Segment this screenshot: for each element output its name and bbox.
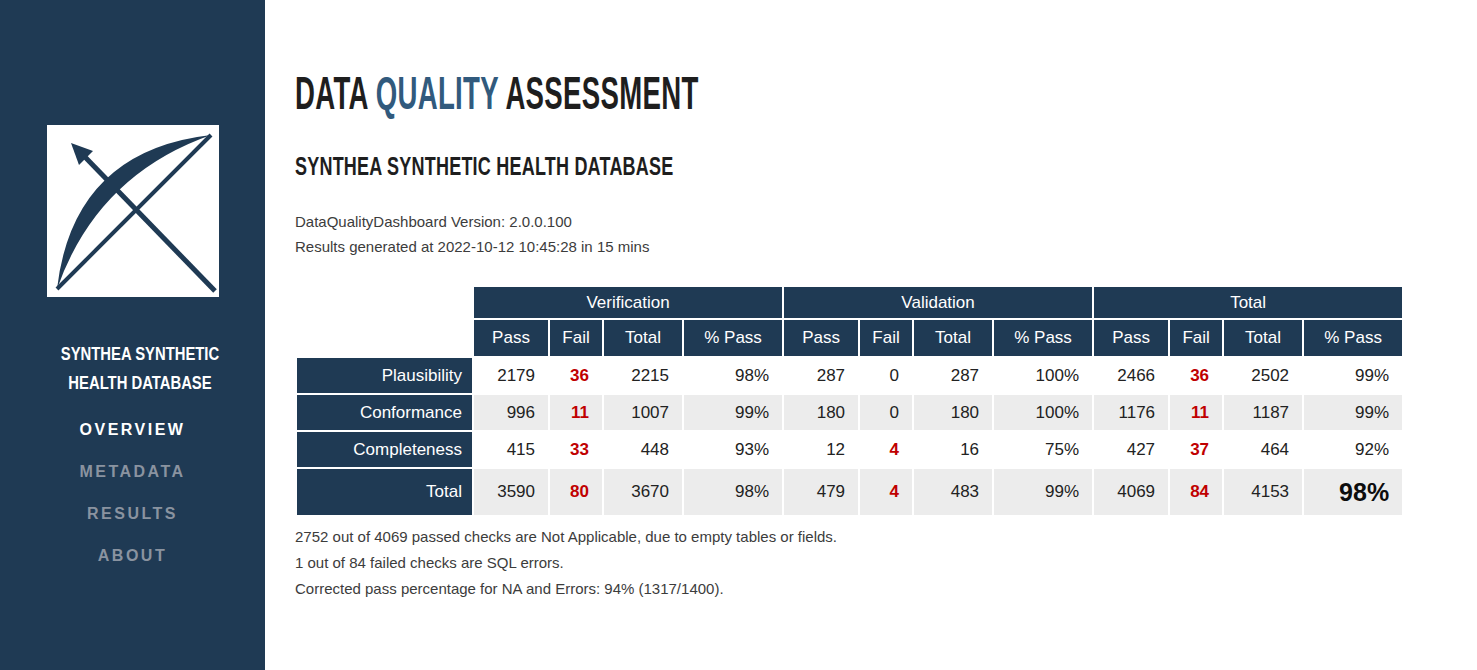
table-cell: 1176 xyxy=(1094,395,1168,430)
col-header-pass: Pass xyxy=(1094,320,1168,356)
table-cell: 98% xyxy=(684,358,782,393)
col-header-fail: Fail xyxy=(1170,320,1222,356)
sidebar: SYNTHEA SYNTHETIC HEALTH DATABASE OVERVI… xyxy=(0,0,265,670)
sidebar-database-title: SYNTHEA SYNTHETIC HEALTH DATABASE xyxy=(31,339,249,397)
table-cell: 415 xyxy=(474,432,548,467)
sub-header-row: Pass Fail Total % Pass Pass Fail Total %… xyxy=(297,320,1402,356)
sidebar-item-metadata[interactable]: METADATA xyxy=(0,463,265,481)
table-cell: 4 xyxy=(860,469,912,515)
col-header-total: Total xyxy=(1224,320,1302,356)
col-header-pct-pass: % Pass xyxy=(994,320,1092,356)
group-header-validation: Validation xyxy=(784,287,1092,318)
note-not-applicable: 2752 out of 4069 passed checks are Not A… xyxy=(295,524,1477,550)
col-header-pct-pass: % Pass xyxy=(1304,320,1402,356)
col-header-fail: Fail xyxy=(550,320,602,356)
table-cell: 180 xyxy=(914,395,992,430)
col-header-pass: Pass xyxy=(474,320,548,356)
col-header-total: Total xyxy=(604,320,682,356)
table-cell: 3670 xyxy=(604,469,682,515)
table-cell: 99% xyxy=(1304,395,1402,430)
group-header-total: Total xyxy=(1094,287,1402,318)
table-cell: 448 xyxy=(604,432,682,467)
version-block: DataQualityDashboard Version: 2.0.0.100 … xyxy=(295,209,1477,259)
table-cell: 75% xyxy=(994,432,1092,467)
table-row-plausibility: Plausibility 2179 36 2215 98% 287 0 287 … xyxy=(297,358,1402,393)
table-cell: 100% xyxy=(994,358,1092,393)
group-header-row: Verification Validation Total xyxy=(297,287,1402,318)
table-cell: 100% xyxy=(994,395,1092,430)
table-cell: 16 xyxy=(914,432,992,467)
table-cell: 479 xyxy=(784,469,858,515)
sidebar-item-results[interactable]: RESULTS xyxy=(0,505,265,523)
col-header-pass: Pass xyxy=(784,320,858,356)
table-cell: 11 xyxy=(550,395,602,430)
title-accent: QUALITY xyxy=(376,67,499,119)
table-cell: 84 xyxy=(1170,469,1222,515)
row-label: Conformance xyxy=(297,395,472,430)
table-cell: 99% xyxy=(994,469,1092,515)
table-cell: 0 xyxy=(860,395,912,430)
title-pre: DATA xyxy=(295,67,376,119)
note-sql-errors: 1 out of 84 failed checks are SQL errors… xyxy=(295,550,1477,576)
table-cell: 464 xyxy=(1224,432,1302,467)
footnotes: 2752 out of 4069 passed checks are Not A… xyxy=(295,524,1477,602)
table-cell: 180 xyxy=(784,395,858,430)
dqd-logo xyxy=(47,125,219,297)
bow-arrow-logo-icon xyxy=(47,125,219,297)
corner-cell xyxy=(297,287,472,318)
table-cell: 483 xyxy=(914,469,992,515)
sidebar-item-about[interactable]: ABOUT xyxy=(0,547,265,565)
table-row-total: Total 3590 80 3670 98% 479 4 483 99% 406… xyxy=(297,469,1402,515)
main-content: DATA QUALITY ASSESSMENT SYNTHEA SYNTHETI… xyxy=(265,0,1477,670)
table-cell: 1007 xyxy=(604,395,682,430)
table-cell: 2215 xyxy=(604,358,682,393)
table-cell: 2466 xyxy=(1094,358,1168,393)
table-cell: 93% xyxy=(684,432,782,467)
table-row-completeness: Completeness 415 33 448 93% 12 4 16 75% … xyxy=(297,432,1402,467)
generated-line: Results generated at 2022-10-12 10:45:28… xyxy=(295,234,1477,259)
group-header-verification: Verification xyxy=(474,287,782,318)
table-cell: 4153 xyxy=(1224,469,1302,515)
table-cell: 1187 xyxy=(1224,395,1302,430)
table-cell: 287 xyxy=(784,358,858,393)
note-corrected-pass: Corrected pass percentage for NA and Err… xyxy=(295,576,1477,602)
table-cell: 80 xyxy=(550,469,602,515)
results-summary-table: Verification Validation Total Pass Fail … xyxy=(295,285,1404,517)
sidebar-item-overview[interactable]: OVERVIEW xyxy=(0,421,265,439)
table-cell: 36 xyxy=(1170,358,1222,393)
table-cell: 4069 xyxy=(1094,469,1168,515)
title-post: ASSESSMENT xyxy=(498,67,698,119)
table-cell: 4 xyxy=(860,432,912,467)
table-cell: 99% xyxy=(684,395,782,430)
col-header-fail: Fail xyxy=(860,320,912,356)
table-cell: 287 xyxy=(914,358,992,393)
table-row-conformance: Conformance 996 11 1007 99% 180 0 180 10… xyxy=(297,395,1402,430)
table-cell: 996 xyxy=(474,395,548,430)
row-label: Completeness xyxy=(297,432,472,467)
table-cell: 2502 xyxy=(1224,358,1302,393)
row-label: Total xyxy=(297,469,472,515)
version-line: DataQualityDashboard Version: 2.0.0.100 xyxy=(295,209,1477,234)
database-subtitle: SYNTHEA SYNTHETIC HEALTH DATABASE xyxy=(295,154,1146,179)
table-cell: 427 xyxy=(1094,432,1168,467)
table-cell: 99% xyxy=(1304,358,1402,393)
table-cell: 37 xyxy=(1170,432,1222,467)
table-cell: 3590 xyxy=(474,469,548,515)
col-header-total: Total xyxy=(914,320,992,356)
sidebar-nav: OVERVIEW METADATA RESULTS ABOUT xyxy=(0,421,265,565)
table-cell: 92% xyxy=(1304,432,1402,467)
table-cell: 33 xyxy=(550,432,602,467)
table-cell: 0 xyxy=(860,358,912,393)
table-cell: 98% xyxy=(684,469,782,515)
table-cell: 36 xyxy=(550,358,602,393)
page-title: DATA QUALITY ASSESSMENT xyxy=(295,70,1004,116)
corner-cell xyxy=(297,320,472,356)
overall-pass-percentage: 98% xyxy=(1304,469,1402,515)
table-cell: 2179 xyxy=(474,358,548,393)
table-cell: 12 xyxy=(784,432,858,467)
table-cell: 11 xyxy=(1170,395,1222,430)
col-header-pct-pass: % Pass xyxy=(684,320,782,356)
row-label: Plausibility xyxy=(297,358,472,393)
